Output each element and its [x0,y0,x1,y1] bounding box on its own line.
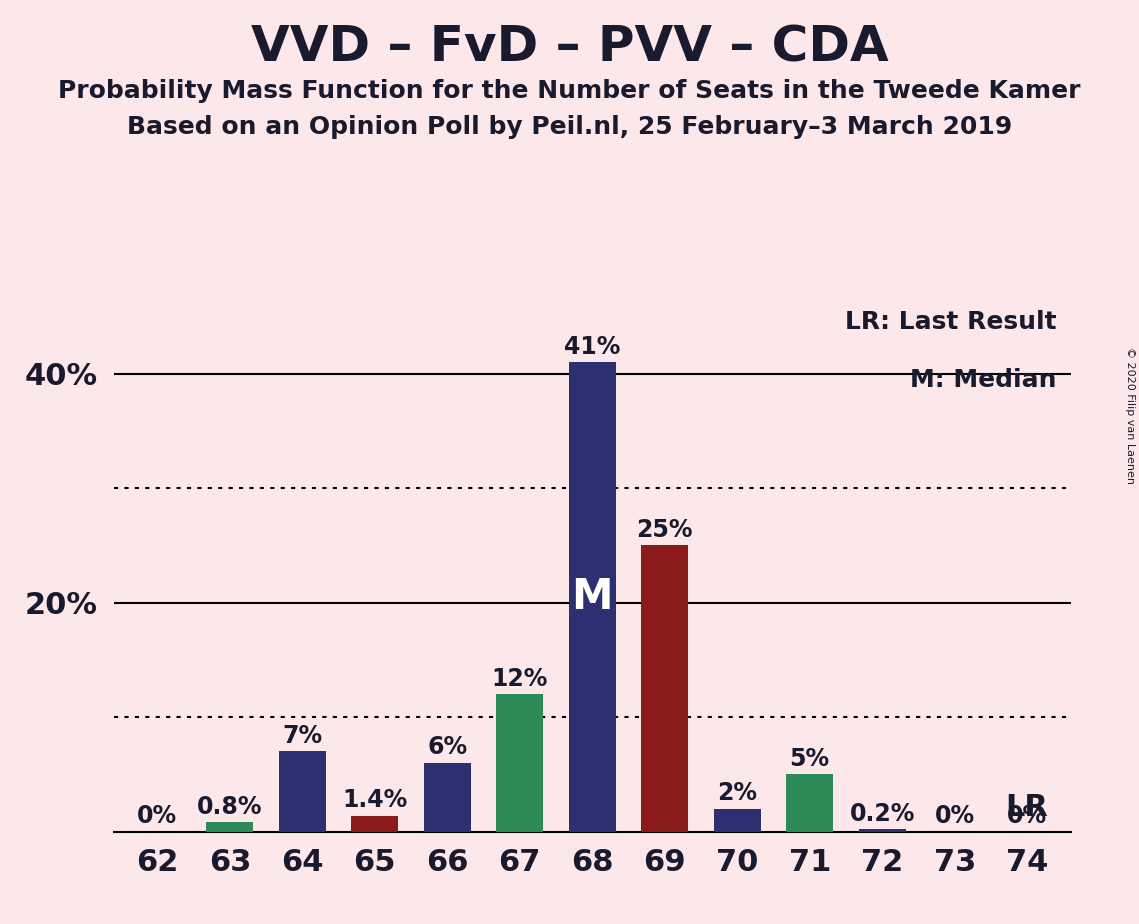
Text: LR: LR [1006,794,1049,822]
Bar [859,830,906,832]
Bar [568,362,616,832]
Bar [497,694,543,832]
Text: 1.4%: 1.4% [342,788,408,812]
Bar [424,763,470,832]
Bar [786,774,834,832]
Text: 0%: 0% [138,804,178,828]
Text: 0%: 0% [1007,804,1047,828]
Bar [279,751,326,832]
Text: © 2020 Filip van Laenen: © 2020 Filip van Laenen [1125,347,1134,484]
Text: Based on an Opinion Poll by Peil.nl, 25 February–3 March 2019: Based on an Opinion Poll by Peil.nl, 25 … [126,115,1013,139]
Bar [714,808,761,832]
Text: M: Median: M: Median [910,368,1056,392]
Bar [641,545,688,832]
Text: M: M [572,576,613,618]
Text: VVD – FvD – PVV – CDA: VVD – FvD – PVV – CDA [251,23,888,71]
Text: 12%: 12% [492,667,548,691]
Text: LR: Last Result: LR: Last Result [845,310,1056,334]
Text: 41%: 41% [564,334,621,359]
Text: 25%: 25% [637,518,693,541]
Text: 2%: 2% [718,782,757,805]
Text: 7%: 7% [282,724,322,748]
Text: 0.8%: 0.8% [197,795,263,819]
Text: 0%: 0% [935,804,975,828]
Text: Probability Mass Function for the Number of Seats in the Tweede Kamer: Probability Mass Function for the Number… [58,79,1081,103]
Text: 0.2%: 0.2% [850,802,915,826]
Text: 5%: 5% [789,747,830,771]
Bar [206,822,253,832]
Bar [351,816,399,832]
Text: 6%: 6% [427,736,467,760]
